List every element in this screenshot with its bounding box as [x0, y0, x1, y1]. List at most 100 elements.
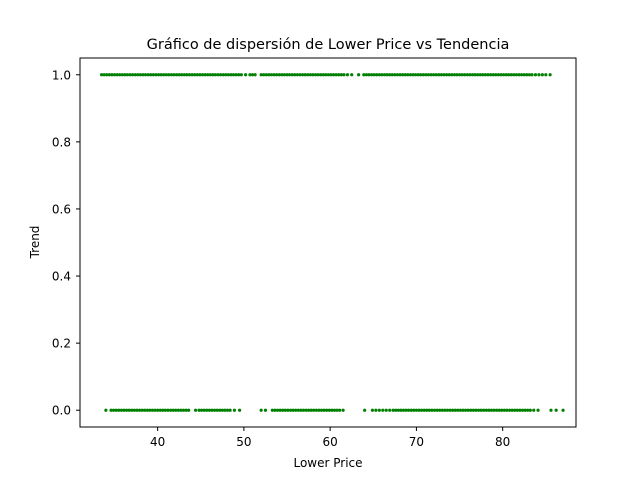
data-point [148, 408, 152, 412]
data-point [395, 73, 400, 77]
data-point [453, 408, 457, 412]
data-point [109, 408, 113, 412]
data-point [536, 408, 540, 412]
data-point [502, 408, 506, 412]
data-point [548, 73, 552, 77]
data-point [458, 408, 463, 412]
data-point [513, 408, 517, 412]
data-point [342, 73, 346, 77]
data-point [470, 73, 475, 77]
data-point [267, 73, 271, 77]
y-tick-label: 0.8 [52, 135, 71, 149]
data-point [491, 73, 495, 77]
data-point [175, 73, 179, 77]
data-point [413, 73, 418, 77]
data-point [110, 73, 114, 77]
data-point [221, 73, 225, 77]
data-point [275, 73, 279, 77]
data-point [496, 73, 500, 77]
data-point [172, 73, 176, 77]
data-point [237, 73, 241, 77]
data-point [401, 73, 405, 77]
x-tick-label: 60 [323, 435, 338, 449]
data-point [132, 408, 136, 412]
data-point [339, 73, 343, 77]
data-point [193, 408, 198, 412]
data-point [561, 408, 565, 412]
data-point [250, 73, 255, 77]
data-point [426, 73, 431, 77]
data-point [429, 73, 433, 77]
data-point [532, 408, 536, 412]
data-point [526, 408, 530, 412]
data-point [399, 408, 403, 412]
data-point [435, 408, 439, 412]
data-point [99, 73, 104, 77]
data-point [419, 73, 423, 77]
data-point [224, 73, 228, 77]
data-point [487, 408, 491, 412]
data-point [437, 73, 441, 77]
data-point [324, 73, 328, 77]
x-tick-label: 40 [150, 435, 165, 449]
data-point [231, 73, 236, 77]
data-point [220, 408, 224, 412]
data-point [319, 73, 323, 77]
data-point [206, 73, 210, 77]
data-point [200, 408, 204, 412]
data-point [489, 73, 493, 77]
data-point [114, 408, 118, 412]
data-point [253, 73, 257, 77]
data-point [286, 408, 290, 412]
data-point [122, 408, 126, 412]
data-point [327, 408, 331, 412]
data-point [303, 73, 307, 77]
data-point [461, 408, 465, 412]
data-point [457, 73, 462, 77]
data-point [176, 408, 180, 412]
data-point [522, 73, 526, 77]
data-point [138, 73, 142, 77]
data-point [321, 73, 325, 77]
data-point [474, 408, 478, 412]
data-point [154, 73, 158, 77]
data-point [115, 73, 119, 77]
data-point [445, 408, 450, 412]
data-point [112, 73, 117, 77]
data-point [414, 408, 419, 412]
data-point [345, 73, 350, 77]
y-axis-label: Trend [28, 226, 42, 260]
data-point [239, 73, 243, 77]
data-point [288, 408, 293, 412]
data-point [316, 73, 320, 77]
data-point [417, 408, 421, 412]
data-point [450, 73, 454, 77]
data-point [215, 408, 219, 412]
data-point [213, 73, 218, 77]
data-point [455, 73, 459, 77]
scatter-points [99, 73, 565, 412]
data-point [407, 408, 411, 412]
data-point [501, 73, 506, 77]
data-point [544, 73, 548, 77]
data-point [290, 73, 294, 77]
data-point [143, 73, 148, 77]
data-point [499, 73, 503, 77]
data-point [364, 73, 368, 77]
data-point [334, 73, 338, 77]
data-point [225, 408, 230, 412]
data-point [185, 73, 189, 77]
data-point [452, 73, 456, 77]
data-point [319, 408, 324, 412]
data-point [308, 73, 312, 77]
data-point [335, 408, 339, 412]
data-point [416, 73, 420, 77]
data-point [273, 408, 277, 412]
data-point [200, 73, 205, 77]
x-tick-label: 50 [236, 435, 251, 449]
data-point [357, 73, 361, 77]
data-point [205, 408, 209, 412]
data-point [549, 408, 553, 412]
data-point [479, 408, 483, 412]
